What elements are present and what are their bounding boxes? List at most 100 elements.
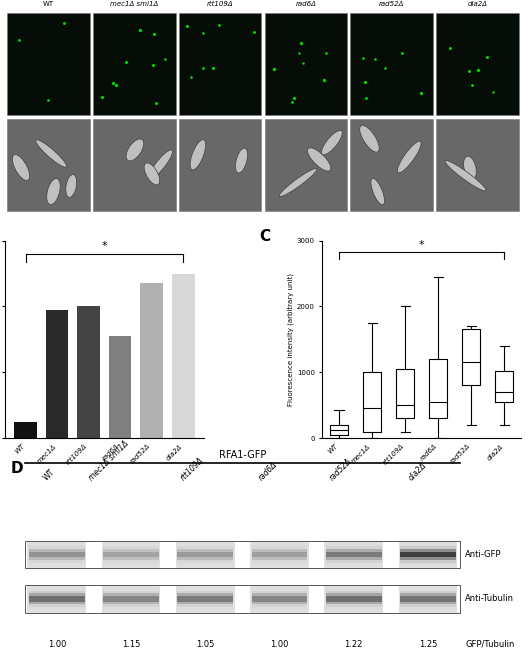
Ellipse shape xyxy=(371,178,385,205)
Bar xyxy=(326,562,381,566)
Bar xyxy=(103,592,159,596)
Bar xyxy=(400,556,456,560)
Bar xyxy=(400,606,456,610)
Bar xyxy=(7,119,89,212)
Ellipse shape xyxy=(36,140,67,167)
Text: rad6Δ: rad6Δ xyxy=(257,460,279,482)
Ellipse shape xyxy=(126,139,144,161)
Bar xyxy=(400,587,456,591)
Bar xyxy=(326,597,381,601)
Ellipse shape xyxy=(308,148,331,171)
Bar xyxy=(252,551,307,554)
Bar xyxy=(29,589,85,593)
Bar xyxy=(103,551,159,554)
Bar xyxy=(400,542,456,546)
Bar xyxy=(93,13,176,114)
Bar xyxy=(177,562,233,566)
Bar xyxy=(326,589,381,593)
Ellipse shape xyxy=(190,140,206,170)
Ellipse shape xyxy=(321,130,342,155)
Text: rtt109Δ: rtt109Δ xyxy=(207,1,234,7)
Bar xyxy=(326,556,381,560)
Bar xyxy=(29,551,85,554)
Bar xyxy=(326,542,381,546)
Bar xyxy=(177,545,233,549)
Bar xyxy=(102,541,160,569)
Text: 1.15: 1.15 xyxy=(122,640,140,648)
Bar xyxy=(103,601,159,604)
Bar xyxy=(326,551,381,554)
Bar xyxy=(326,601,381,604)
Bar xyxy=(252,548,307,552)
Bar xyxy=(103,589,159,593)
Bar xyxy=(399,541,457,569)
Bar xyxy=(252,606,307,610)
Bar xyxy=(252,554,307,557)
Bar xyxy=(29,554,85,557)
Bar xyxy=(400,597,456,601)
Text: *: * xyxy=(102,241,107,251)
Bar xyxy=(252,559,307,562)
Bar xyxy=(252,595,307,599)
Bar xyxy=(29,597,85,601)
Ellipse shape xyxy=(463,156,477,179)
Bar xyxy=(29,603,85,607)
Ellipse shape xyxy=(149,150,173,179)
Bar xyxy=(29,559,85,562)
Bar xyxy=(103,597,159,601)
Text: 1.22: 1.22 xyxy=(345,640,363,648)
Bar xyxy=(400,603,456,607)
Bar xyxy=(252,589,307,593)
Y-axis label: Fluorescence intensity (arbitrary unit): Fluorescence intensity (arbitrary unit) xyxy=(288,273,294,406)
Bar xyxy=(177,556,233,560)
Text: Anti-Tubulin: Anti-Tubulin xyxy=(466,595,514,603)
Bar xyxy=(103,603,159,607)
Text: mec1Δ sml1Δ: mec1Δ sml1Δ xyxy=(110,1,158,7)
Bar xyxy=(252,601,307,604)
Bar xyxy=(252,603,307,607)
Bar xyxy=(103,542,159,546)
Text: dia2Δ: dia2Δ xyxy=(406,460,428,482)
Bar xyxy=(25,585,460,613)
Bar xyxy=(29,545,85,549)
Bar xyxy=(177,587,233,591)
Bar xyxy=(77,306,100,438)
Text: 1.05: 1.05 xyxy=(196,640,215,648)
Ellipse shape xyxy=(397,141,421,173)
Bar xyxy=(103,548,159,552)
Bar xyxy=(177,592,233,596)
Text: *: * xyxy=(419,241,424,251)
Bar xyxy=(399,585,457,613)
Bar xyxy=(177,542,233,546)
Bar xyxy=(400,554,456,557)
Bar xyxy=(103,595,159,599)
Ellipse shape xyxy=(12,155,29,181)
Bar xyxy=(326,603,381,607)
Bar xyxy=(326,545,381,549)
Bar xyxy=(326,554,381,557)
Bar xyxy=(177,589,233,593)
Bar xyxy=(326,559,381,562)
Bar xyxy=(179,119,261,212)
Text: rad52Δ: rad52Δ xyxy=(328,456,353,482)
Bar xyxy=(252,562,307,566)
Bar xyxy=(400,601,456,604)
Bar xyxy=(400,562,456,566)
Ellipse shape xyxy=(66,175,77,198)
Bar xyxy=(252,556,307,560)
Bar xyxy=(179,13,261,114)
Bar xyxy=(400,595,456,599)
Text: dia2Δ: dia2Δ xyxy=(468,1,488,7)
Bar xyxy=(103,554,159,557)
Bar xyxy=(177,606,233,610)
Bar xyxy=(29,606,85,610)
Bar xyxy=(172,274,195,438)
Text: RFA1-GFP: RFA1-GFP xyxy=(219,450,266,460)
Bar xyxy=(29,556,85,560)
Bar xyxy=(103,545,159,549)
Bar xyxy=(400,592,456,596)
Bar xyxy=(27,585,86,613)
Bar xyxy=(29,595,85,599)
Bar xyxy=(103,562,159,566)
Bar xyxy=(140,284,163,438)
